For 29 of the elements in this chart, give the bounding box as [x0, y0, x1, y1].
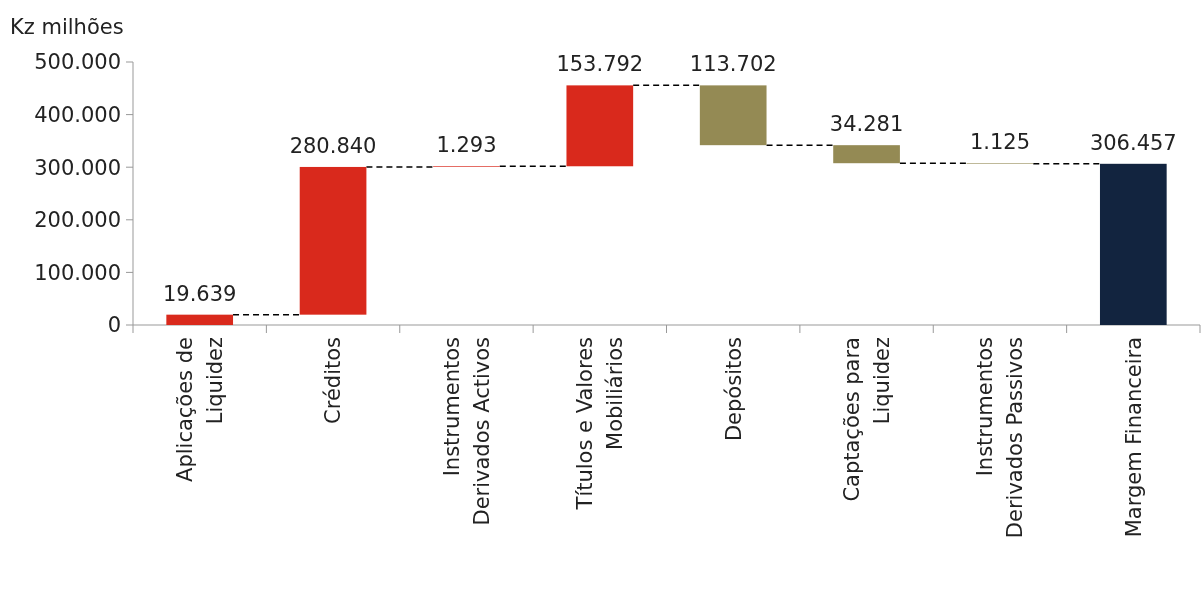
x-tick-label: Aplicações de Liquidez — [173, 337, 228, 482]
x-tick-label: Depósitos — [721, 337, 746, 442]
y-axis-title: Kz milhões — [10, 15, 124, 39]
x-tick-label: Instrumentos Derivados Activos — [439, 337, 494, 526]
y-tick-label: 300.000 — [34, 155, 121, 180]
data-label: 113.702 — [689, 52, 777, 77]
x-tick-label: Margem Financeira — [1121, 337, 1146, 538]
data-label: 153.792 — [556, 52, 644, 77]
x-tick-label: Créditos — [321, 337, 346, 424]
y-tick-label: 500.000 — [34, 50, 121, 75]
data-label: 306.457 — [1089, 130, 1177, 155]
bar — [166, 314, 234, 325]
bar — [699, 85, 767, 146]
y-tick-label: 100.000 — [34, 260, 121, 285]
bar — [833, 145, 900, 164]
y-tick-label: 0 — [107, 313, 121, 338]
data-label: 34.281 — [829, 112, 904, 137]
x-tick-label: Captações para Liquidez — [839, 337, 894, 502]
bar — [1099, 163, 1167, 325]
y-tick-label: 200.000 — [34, 208, 121, 233]
bar — [566, 85, 634, 167]
y-tick-label: 400.000 — [34, 102, 121, 127]
data-label: 19.639 — [162, 281, 237, 306]
x-tick-label: Instrumentos Derivados Passivos — [973, 337, 1028, 539]
bar — [299, 166, 367, 315]
data-label: 280.840 — [289, 133, 377, 158]
data-label: 1.125 — [969, 130, 1030, 155]
x-tick-label: Títulos e Valores Mobiliários — [573, 337, 628, 511]
data-label: 1.293 — [436, 133, 497, 158]
